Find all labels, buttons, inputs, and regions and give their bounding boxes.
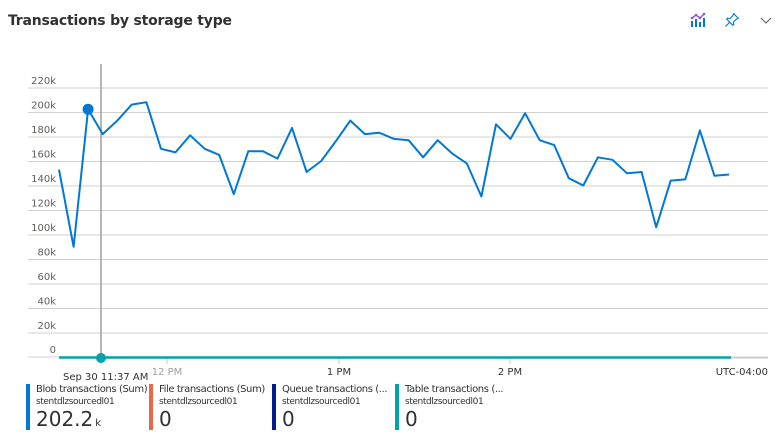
legend-item-file[interactable]: File transactions (Sum) stentdlzsourcedl…	[149, 384, 265, 431]
svg-text:200k: 200k	[31, 101, 56, 112]
legend-color-bar	[395, 384, 399, 430]
svg-text:2 PM: 2 PM	[498, 367, 522, 378]
legend-series-name: File transactions (Sum)	[159, 384, 265, 395]
open-in-metrics-button[interactable]	[688, 10, 708, 30]
legend-resource-name: stentdlzsourcedl01	[405, 397, 484, 407]
y-axis-labels: 0 20k 40k 60k 80k 100k 120k 140k 160k 180k 200k 220…	[31, 76, 56, 356]
legend-summary-value: 0	[282, 407, 295, 431]
svg-text:120k: 120k	[31, 199, 56, 210]
chart-title: Transactions by storage type	[8, 13, 232, 29]
chevron-down-icon	[760, 17, 772, 24]
legend-resource-name: stentdlzsourcedl01	[36, 397, 115, 407]
legend-summary-value: 0	[159, 407, 172, 431]
legend-item-table[interactable]: Table transactions (... stentdlzsourcedl…	[395, 384, 510, 430]
svg-text:220k: 220k	[31, 76, 56, 87]
svg-text:180k: 180k	[31, 125, 56, 136]
more-options-button[interactable]	[756, 10, 776, 30]
legend-item-blob[interactable]: Blob transactions (Sum) stentdlzsourcedl…	[26, 384, 148, 431]
blob-cursor-marker	[82, 103, 94, 115]
line-chart[interactable]: 0 20k 40k 60k 80k 100k 120k 140k 160k 180k 200k 220…	[0, 0, 784, 384]
chart-toolbar	[688, 10, 776, 30]
legend-color-bar	[272, 384, 276, 430]
legend-series-name: Queue transactions (...	[282, 384, 388, 395]
chart-metrics-icon	[690, 12, 706, 27]
svg-text:80k: 80k	[37, 248, 56, 259]
legend-summary-value: 0	[405, 407, 418, 431]
svg-text:160k: 160k	[31, 150, 56, 161]
legend-color-bar	[26, 384, 30, 430]
legend-color-bar	[149, 384, 153, 430]
svg-text:60k: 60k	[37, 272, 56, 283]
svg-text:0: 0	[50, 345, 56, 356]
legend-series-name: Table transactions (...	[405, 384, 504, 395]
timezone-label: UTC-04:00	[716, 367, 768, 378]
legend-summary-unit: k	[95, 418, 102, 429]
svg-text:40k: 40k	[37, 297, 56, 308]
svg-text:100k: 100k	[31, 223, 56, 234]
svg-text:12 PM: 12 PM	[152, 367, 183, 378]
x-axis-labels: 12 PM 1 PM 2 PM	[152, 358, 522, 378]
pin-icon	[725, 12, 740, 27]
svg-text:20k: 20k	[37, 321, 56, 332]
chart-legend: Blob transactions (Sum) stentdlzsourcedl…	[26, 384, 518, 430]
legend-resource-name: stentdlzsourcedl01	[282, 397, 361, 407]
zero-cursor-marker	[96, 353, 106, 363]
blob-transactions-line[interactable]	[58, 101, 730, 248]
legend-series-name: Blob transactions (Sum)	[36, 384, 148, 395]
legend-summary-value: 202.2	[36, 407, 94, 431]
legend-item-queue[interactable]: Queue transactions (... stentdlzsourcedl…	[272, 384, 388, 431]
svg-text:140k: 140k	[31, 174, 56, 185]
pin-button[interactable]	[722, 10, 742, 30]
cursor-time-label: Sep 30 11:37 AM	[63, 372, 148, 383]
svg-text:1 PM: 1 PM	[327, 367, 351, 378]
legend-resource-name: stentdlzsourcedl01	[159, 397, 238, 407]
